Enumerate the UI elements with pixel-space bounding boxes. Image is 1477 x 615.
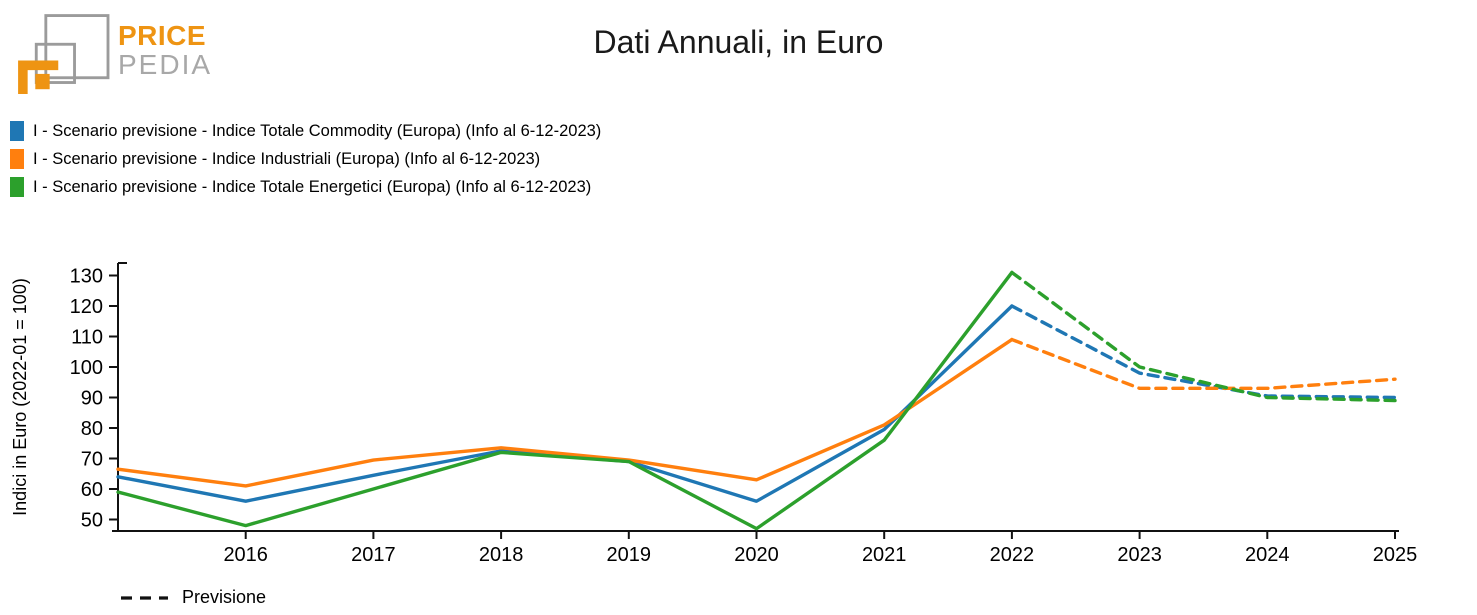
pricepedia-logo-icon (18, 14, 110, 94)
y-tick-label: 110 (71, 327, 103, 349)
x-tick-label: 2016 (223, 544, 268, 566)
line-chart-plot: 50 60 70 80 90 100 110 120 130 2016 2017 2018 2019 20… (10, 262, 1418, 566)
x-tick-label: 2021 (862, 544, 907, 566)
series-line-forecast-0 (1010, 304, 1397, 400)
forecast-legend: Previsione (120, 587, 266, 608)
x-tick-label: 2023 (1117, 544, 1162, 566)
legend-item-indice-totale-commodity[interactable]: I - Scenario previsione - Indice Totale … (10, 117, 601, 145)
series-line-forecast-1 (1010, 337, 1397, 391)
chart-title: Dati Annuali, in Euro (593, 24, 884, 60)
x-tick-label: 2025 (1373, 544, 1418, 566)
series-line-solid-2 (116, 270, 1014, 531)
y-tick-label: 120 (70, 296, 103, 318)
series-line-forecast-2 (1010, 270, 1397, 403)
logo-text-pedia: PEDIA (118, 48, 213, 80)
x-tick-label: 2024 (1245, 544, 1290, 566)
pricepedia-logo: PRICE PEDIA (14, 6, 212, 94)
legend-swatch-orange (10, 149, 24, 169)
forecast-legend-label: Previsione (182, 587, 267, 607)
x-tick-label: 2017 (351, 544, 396, 566)
y-tick-label: 130 (70, 266, 103, 288)
y-axis-title: Indici in Euro (2022-01 = 100) (10, 278, 30, 516)
y-tick-label: 60 (81, 479, 103, 501)
legend-item-indice-totale-energetici[interactable]: I - Scenario previsione - Indice Totale … (10, 173, 601, 201)
series-line-solid-0 (116, 304, 1014, 503)
series-line-solid-1 (116, 337, 1014, 488)
logo-text-price: PRICE (118, 20, 207, 51)
legend-label-indice-totale-energetici: I - Scenario previsione - Indice Totale … (33, 177, 592, 196)
y-tick-label: 100 (70, 357, 103, 379)
y-tick-label: 50 (81, 510, 103, 532)
legend-label-indice-industriali: I - Scenario previsione - Indice Industr… (33, 149, 541, 168)
logo-wordmark: PRICE PEDIA (118, 20, 213, 80)
y-tick-label: 70 (81, 449, 103, 471)
x-tick-label: 2022 (990, 544, 1035, 566)
y-tick-label: 90 (81, 388, 103, 410)
legend-swatch-green (10, 177, 24, 197)
legend-item-indice-industriali[interactable]: I - Scenario previsione - Indice Industr… (10, 145, 601, 173)
x-tick-label: 2020 (734, 544, 779, 566)
legend-swatch-blue (10, 121, 24, 141)
x-tick-label: 2018 (479, 544, 524, 566)
y-tick-label: 80 (81, 418, 103, 440)
x-tick-label: 2019 (607, 544, 652, 566)
legend-label-indice-totale-commodity: I - Scenario previsione - Indice Totale … (33, 121, 602, 140)
series-legend: I - Scenario previsione - Indice Totale … (10, 117, 601, 201)
dashed-line-icon (121, 595, 168, 600)
